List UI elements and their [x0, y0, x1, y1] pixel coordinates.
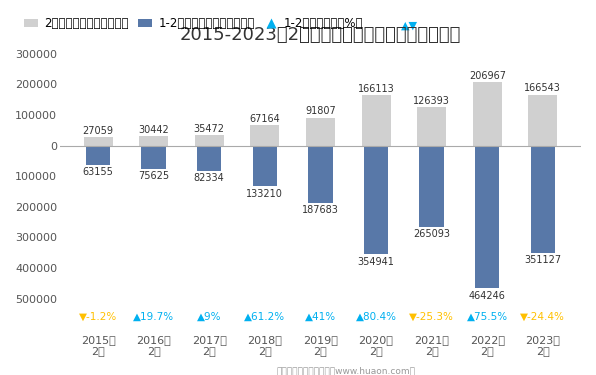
Text: ▲19.7%: ▲19.7%	[133, 312, 174, 321]
Text: ▼-24.4%: ▼-24.4%	[520, 312, 565, 321]
Bar	[195, 135, 224, 146]
Text: ▼-1.2%: ▼-1.2%	[79, 312, 117, 321]
Text: 354941: 354941	[358, 257, 395, 267]
Bar	[83, 137, 113, 146]
Bar	[475, 146, 499, 288]
Bar	[530, 146, 555, 253]
Text: 126393: 126393	[413, 96, 450, 106]
Text: ▲80.4%: ▲80.4%	[356, 312, 396, 321]
Text: 265093: 265093	[413, 229, 450, 239]
Text: ▲▼: ▲▼	[401, 21, 418, 31]
Text: 464246: 464246	[469, 291, 505, 301]
Bar	[308, 146, 333, 203]
Legend: 2月进出口总额（万美元）, 1-2月进出口总额（万美元）, 1-2月同比增速（%）: 2月进出口总额（万美元）, 1-2月进出口总额（万美元）, 1-2月同比增速（%…	[24, 17, 364, 30]
Text: 制图：华经产业研究院（www.huaon.com）: 制图：华经产业研究院（www.huaon.com）	[276, 366, 415, 375]
Text: 351127: 351127	[524, 255, 561, 266]
Text: 206967: 206967	[469, 71, 506, 81]
Bar	[306, 117, 335, 146]
Bar	[250, 125, 280, 146]
Text: 91807: 91807	[305, 106, 336, 116]
Text: 75625: 75625	[138, 171, 169, 181]
Bar	[473, 82, 502, 146]
Text: 67164: 67164	[250, 114, 280, 124]
Text: 187683: 187683	[302, 206, 339, 216]
Text: 166113: 166113	[358, 84, 395, 94]
Bar	[529, 94, 557, 146]
Text: ▲9%: ▲9%	[197, 312, 222, 321]
Bar	[420, 146, 444, 226]
Text: ▲75.5%: ▲75.5%	[467, 312, 508, 321]
Bar	[197, 146, 222, 171]
Bar	[362, 95, 390, 146]
Bar	[253, 146, 277, 186]
Text: ▲41%: ▲41%	[305, 312, 336, 321]
Text: ▲61.2%: ▲61.2%	[244, 312, 285, 321]
Text: 63155: 63155	[83, 167, 113, 177]
Bar	[139, 136, 168, 146]
Text: 30442: 30442	[138, 125, 169, 135]
Text: 166543: 166543	[524, 84, 561, 93]
Text: 27059: 27059	[82, 126, 114, 136]
Bar	[364, 146, 388, 254]
Bar	[417, 107, 446, 146]
Bar	[141, 146, 166, 169]
Text: 133210: 133210	[246, 189, 283, 199]
Text: 35472: 35472	[194, 123, 225, 134]
Text: 82334: 82334	[194, 173, 225, 183]
Title: 2015-2023年2月深圳前海综合保税区进出口总额: 2015-2023年2月深圳前海综合保税区进出口总额	[180, 26, 461, 44]
Text: ▼-25.3%: ▼-25.3%	[409, 312, 454, 321]
Bar	[86, 146, 110, 165]
